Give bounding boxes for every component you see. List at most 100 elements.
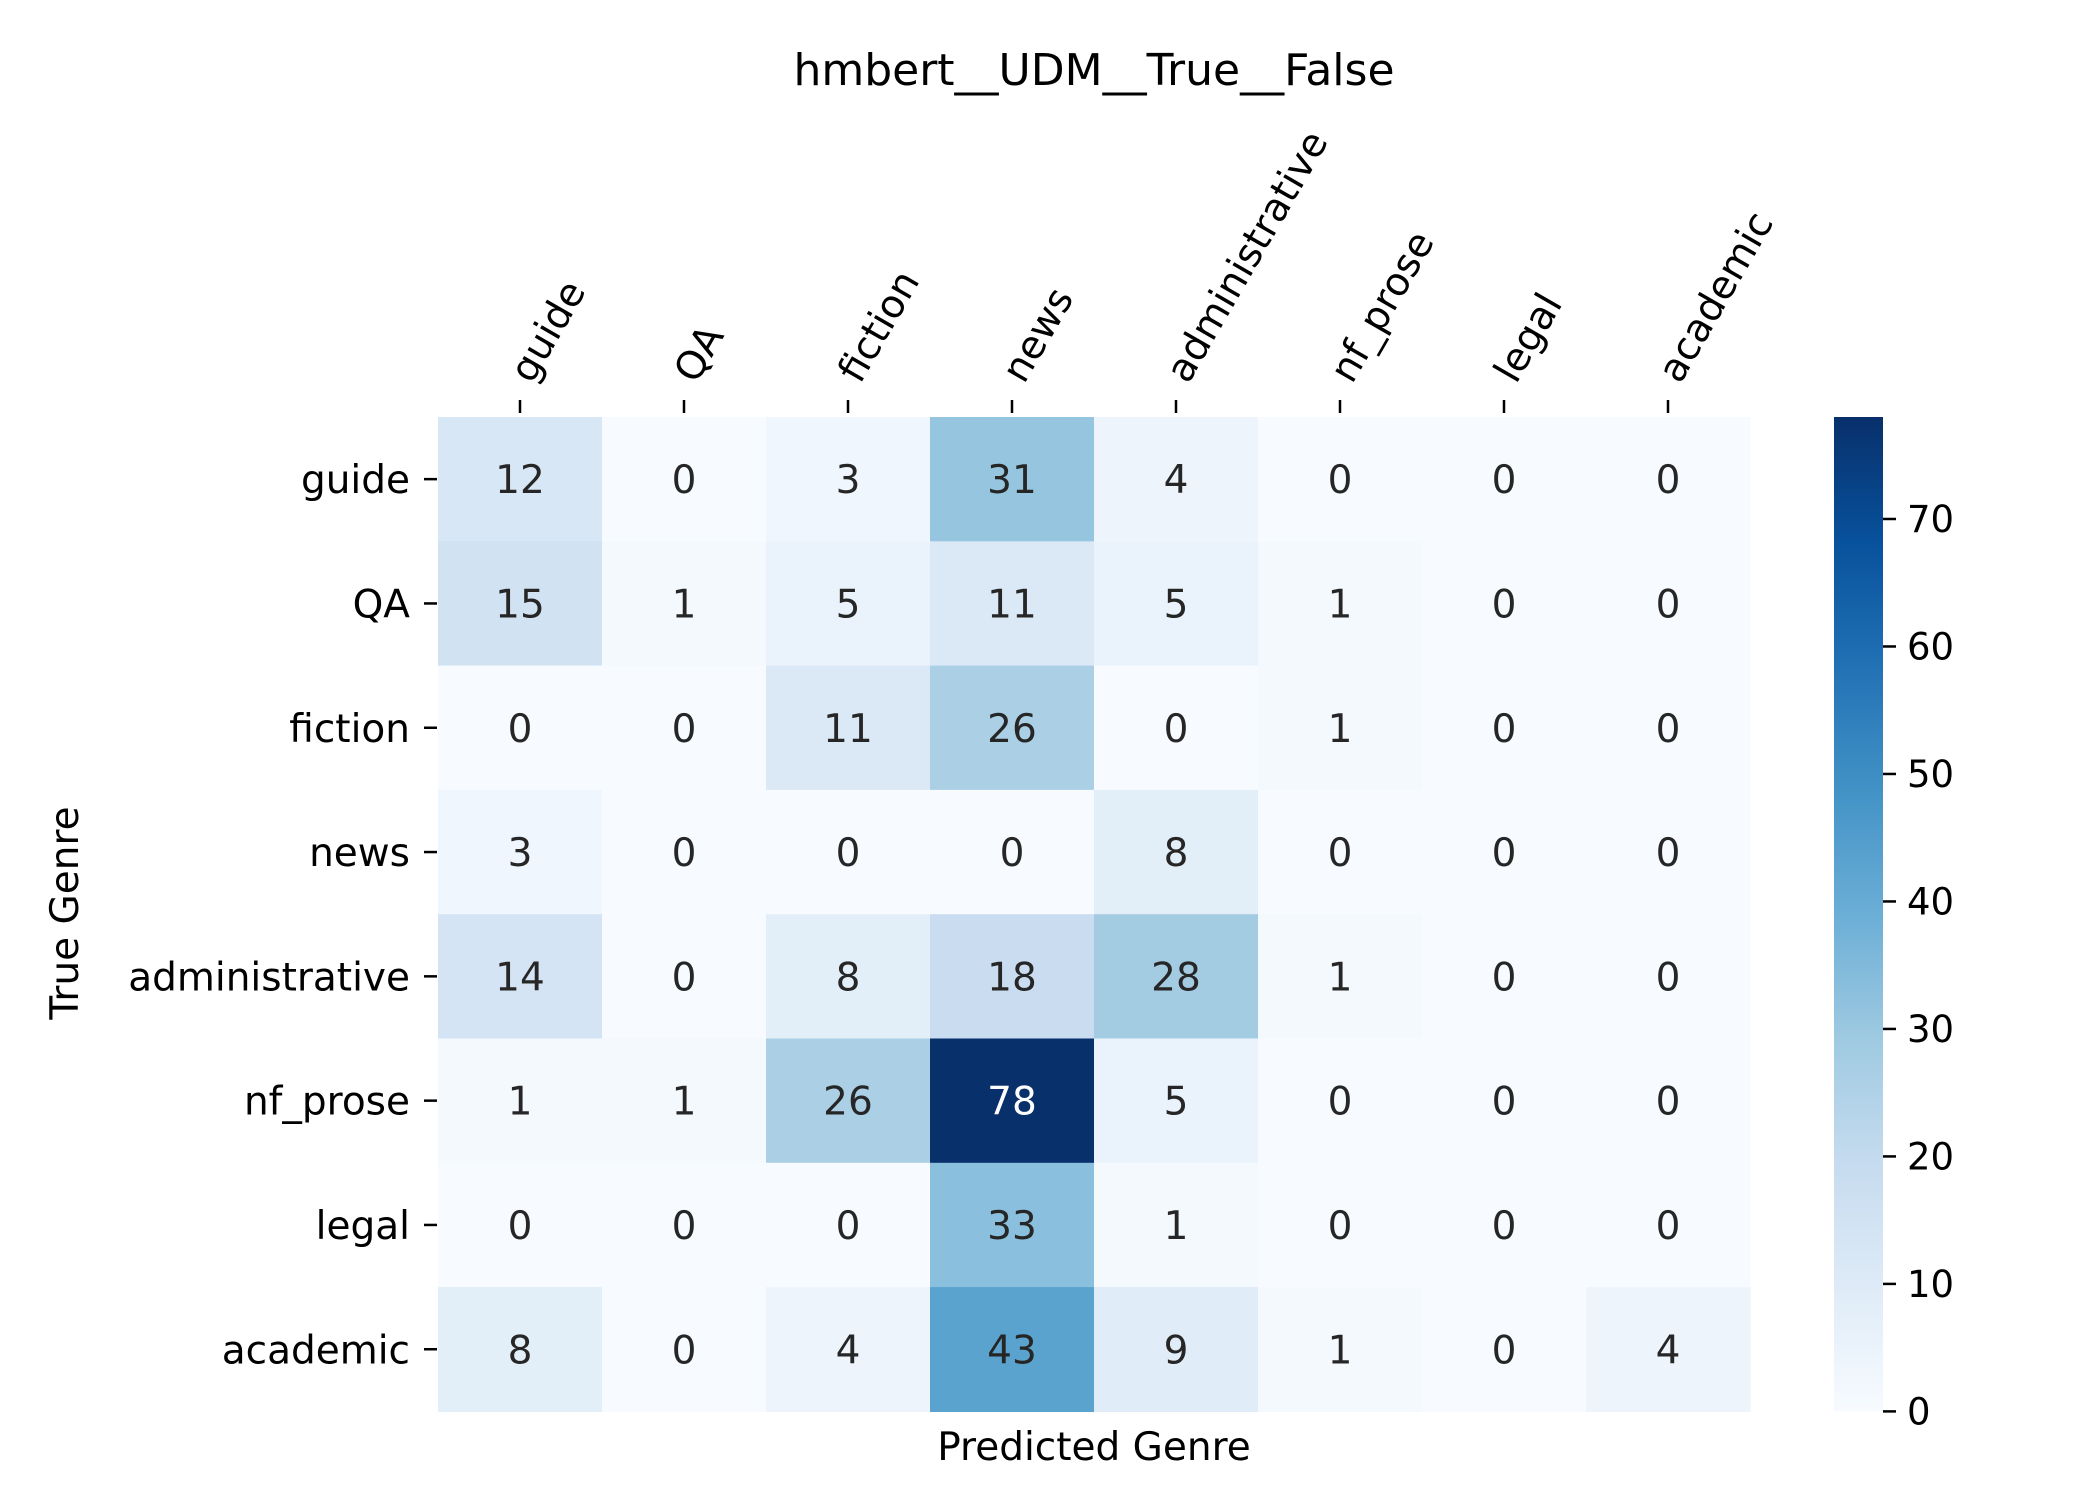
cell-news-news — [930, 789, 1095, 915]
cell-administrative-news — [930, 914, 1095, 1040]
cell-administrative-guide — [438, 914, 603, 1040]
cell-fiction-nf-prose — [1258, 665, 1423, 791]
cell-value-label: 1 — [1328, 1328, 1353, 1373]
cell-fiction-administrative — [1094, 665, 1259, 791]
y-axis-label: True Genre — [43, 806, 88, 1020]
cell-nf-prose-administrative — [1094, 1038, 1259, 1164]
cell-nf-prose-news — [930, 1038, 1095, 1164]
cell-news-qa — [602, 789, 767, 915]
cell-value-label: 1 — [672, 582, 697, 627]
cell-administrative-administrative — [1094, 914, 1259, 1040]
cell-value-label: 15 — [495, 582, 545, 627]
cell-fiction-news — [930, 665, 1095, 791]
cell-legal-fiction — [766, 1162, 931, 1288]
cell-value-label: 3 — [508, 831, 533, 876]
cell-administrative-legal — [1422, 914, 1587, 1040]
cell-value-label: 0 — [1164, 707, 1189, 752]
y-tick-label-administrative: administrative — [128, 955, 410, 1000]
cell-nf-prose-qa — [602, 1038, 767, 1164]
cell-value-label: 0 — [1656, 458, 1681, 503]
cell-qa-fiction — [766, 541, 931, 667]
y-tick-label-academic: academic — [222, 1328, 410, 1373]
cell-news-administrative — [1094, 789, 1259, 915]
cell-guide-fiction — [766, 417, 931, 542]
cell-nf-prose-academic — [1586, 1038, 1751, 1164]
colorbar-tick-label: 20 — [1907, 1135, 1954, 1178]
cell-value-label: 0 — [1328, 831, 1353, 876]
cell-administrative-nf-prose — [1258, 914, 1423, 1040]
cell-value-label: 0 — [836, 1204, 861, 1249]
cell-qa-news — [930, 541, 1095, 667]
cell-value-label: 0 — [672, 458, 697, 503]
x-tick-label-qa: QA — [666, 318, 734, 390]
cell-legal-guide — [438, 1162, 603, 1288]
cell-value-label: 0 — [672, 707, 697, 752]
cell-news-guide — [438, 789, 603, 915]
heatmap-cells: 12 0 3 31 4 0 0 015 1 5 11 5 1 0 00 0 11 26 0 1 0 03 0 0 0 8 0 0 014… — [438, 417, 1751, 1412]
chart-title: hmbert__UDM__True__False — [793, 45, 1394, 96]
cell-fiction-qa — [602, 665, 767, 791]
cell-academic-news — [930, 1287, 1095, 1412]
cell-value-label: 0 — [1492, 1080, 1517, 1125]
colorbar-tick-label: 50 — [1907, 753, 1954, 796]
cell-academic-nf-prose — [1258, 1287, 1423, 1412]
cell-value-label: 0 — [1328, 1204, 1353, 1249]
cell-value-label: 1 — [672, 1080, 697, 1125]
cell-value-label: 0 — [672, 1328, 697, 1373]
cell-value-label: 0 — [1656, 582, 1681, 627]
cell-value-label: 1 — [1328, 707, 1353, 752]
cell-legal-qa — [602, 1162, 767, 1288]
cell-nf-prose-fiction — [766, 1038, 931, 1164]
cell-value-label: 0 — [1492, 955, 1517, 1000]
colorbar: 0 10 20 30 40 50 60 70 — [1834, 417, 1954, 1433]
cell-value-label: 0 — [672, 955, 697, 1000]
cell-guide-guide — [438, 417, 603, 542]
cell-legal-legal — [1422, 1162, 1587, 1288]
x-tick-label-legal: legal — [1486, 286, 1572, 390]
cell-value-label: 9 — [1164, 1328, 1189, 1373]
cell-guide-news — [930, 417, 1095, 542]
cell-value-label: 0 — [508, 707, 533, 752]
cell-nf-prose-nf-prose — [1258, 1038, 1423, 1164]
cell-value-label: 5 — [1164, 582, 1189, 627]
cell-value-label: 0 — [672, 1204, 697, 1249]
x-axis-ticks: guide QA fiction news administrativenf_prose… — [502, 123, 1783, 413]
cell-value-label: 4 — [1656, 1328, 1681, 1373]
cell-fiction-guide — [438, 665, 603, 791]
colorbar-tick-label: 30 — [1907, 1008, 1954, 1051]
cell-value-label: 1 — [1164, 1204, 1189, 1249]
cell-administrative-academic — [1586, 914, 1751, 1040]
cell-guide-nf-prose — [1258, 417, 1423, 542]
cell-administrative-qa — [602, 914, 767, 1040]
cell-value-label: 0 — [1492, 831, 1517, 876]
cell-guide-qa — [602, 417, 767, 542]
cell-value-label: 0 — [1492, 1328, 1517, 1373]
cell-academic-fiction — [766, 1287, 931, 1412]
cell-value-label: 18 — [987, 955, 1037, 1000]
y-tick-label-qa: QA — [353, 582, 411, 627]
cell-news-nf-prose — [1258, 789, 1423, 915]
y-axis-ticks: guide QA fiction news administrative nf_prose… — [128, 458, 437, 1373]
cell-value-label: 0 — [508, 1204, 533, 1249]
y-tick-label-nf-prose: nf_prose — [244, 1080, 410, 1125]
cell-value-label: 0 — [836, 831, 861, 876]
cell-news-academic — [1586, 789, 1751, 915]
cell-value-label: 33 — [987, 1204, 1037, 1249]
cell-legal-news — [930, 1162, 1095, 1288]
cell-value-label: 26 — [823, 1080, 873, 1125]
cell-value-label: 4 — [836, 1328, 861, 1373]
x-tick-label-academic: academic — [1650, 204, 1783, 390]
cell-value-label: 11 — [823, 707, 873, 752]
cell-value-label: 43 — [987, 1328, 1037, 1373]
cell-fiction-fiction — [766, 665, 931, 791]
x-tick-label-news: news — [994, 280, 1083, 390]
cell-qa-legal — [1422, 541, 1587, 667]
cell-value-label: 14 — [495, 955, 545, 1000]
colorbar-tick-label: 60 — [1907, 625, 1954, 668]
cell-value-label: 0 — [1492, 707, 1517, 752]
cell-qa-nf-prose — [1258, 541, 1423, 667]
colorbar-gradient — [1834, 417, 1883, 1412]
cell-academic-academic — [1586, 1287, 1751, 1412]
colorbar-tick-label: 10 — [1907, 1263, 1954, 1306]
